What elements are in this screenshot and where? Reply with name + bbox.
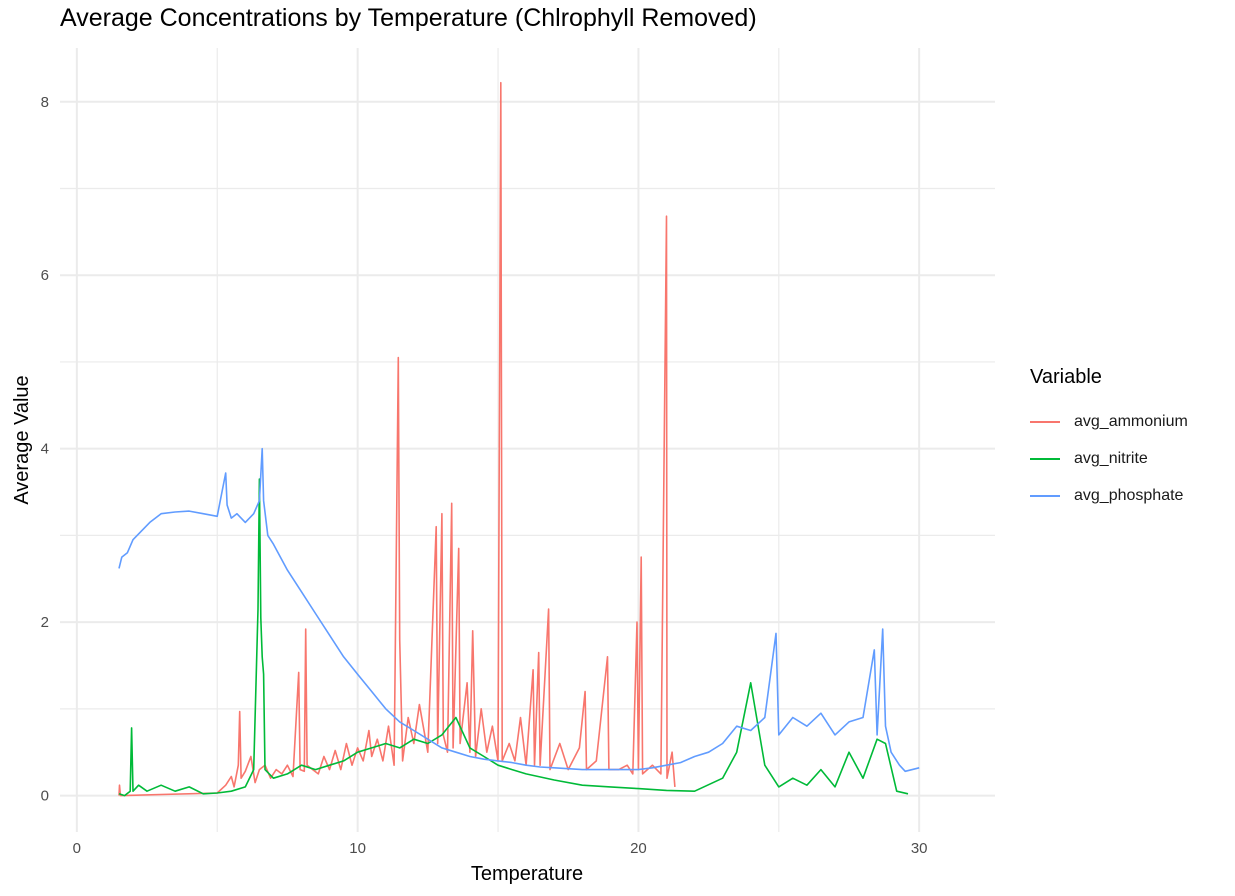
y-tick-label: 4 [41, 441, 49, 458]
grid-lines [60, 48, 995, 832]
y-tick-label: 8 [41, 94, 49, 111]
legend-label-phosphate: avg_phosphate [1074, 486, 1184, 504]
legend-title: Variable [1030, 366, 1102, 388]
series-layer [118, 81, 920, 797]
y-tick-label: 2 [41, 614, 49, 631]
chart-title: Average Concentrations by Temperature (C… [60, 4, 757, 32]
series-line-avg-phosphate [118, 447, 920, 773]
x-tick-label: 20 [630, 840, 647, 857]
legend: Variable avg_ammonium avg_nitrite avg_ph… [1030, 366, 1188, 514]
legend-swatch-phosphate [1030, 494, 1060, 497]
y-tick-labels: 0 2 4 6 8 [41, 94, 49, 805]
y-axis-label: Average Value [11, 375, 33, 504]
legend-label-nitrite: avg_nitrite [1074, 449, 1148, 467]
series-line-avg-nitrite [118, 478, 909, 797]
y-tick-label: 6 [41, 267, 49, 284]
x-tick-label: 0 [73, 840, 81, 857]
x-tick-label: 30 [911, 840, 928, 857]
legend-item-ammonium: avg_ammonium [1030, 403, 1188, 440]
x-axis-label: Temperature [471, 863, 583, 885]
x-tick-label: 10 [349, 840, 366, 857]
legend-label-ammonium: avg_ammonium [1074, 412, 1188, 430]
legend-item-nitrite: avg_nitrite [1030, 440, 1188, 477]
x-tick-labels: 0 10 20 30 [73, 840, 928, 857]
legend-swatch-ammonium [1030, 420, 1060, 423]
legend-item-phosphate: avg_phosphate [1030, 477, 1188, 514]
series-line-avg-ammonium [118, 81, 676, 797]
legend-swatch-nitrite [1030, 457, 1060, 460]
y-tick-label: 0 [41, 788, 49, 805]
